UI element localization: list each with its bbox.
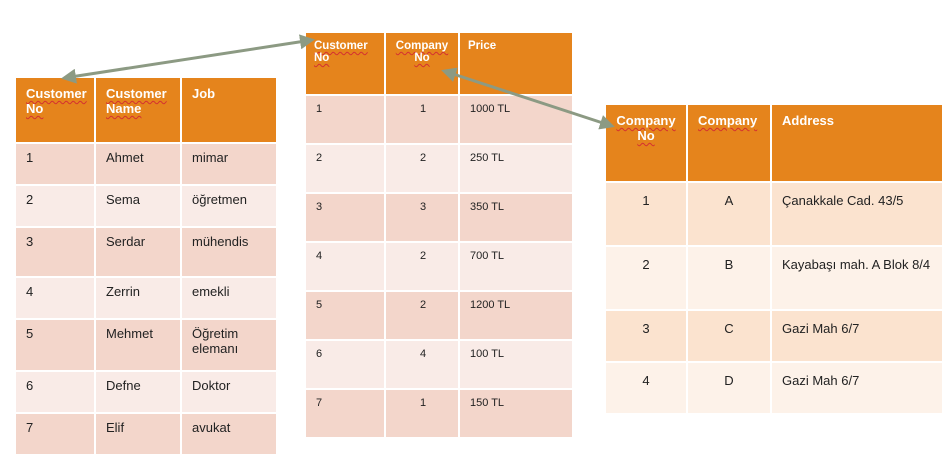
order-table: Customer No Company No Price 1 1 1000 TL…	[304, 31, 574, 439]
price-cell: 350 TL	[458, 192, 574, 243]
company-no-cell: 4	[604, 361, 688, 415]
address-cell: Çanakkale Cad. 43/5	[770, 181, 942, 247]
order-customer-no-cell: 6	[304, 339, 386, 390]
customer-no-cell: 3	[14, 226, 96, 278]
order-customer-no-header: Customer No	[304, 31, 386, 96]
order-customer-no-cell: 7	[304, 388, 386, 439]
table-row: 1 1 1000 TL	[304, 94, 574, 145]
customer-no-header: Customer No	[14, 76, 96, 144]
customer-name-cell: Elif	[94, 412, 182, 456]
company-header-row: Company No Company Address	[604, 103, 942, 183]
order-customer-no-cell: 3	[304, 192, 386, 243]
table-row: 4 D Gazi Mah 6/7	[604, 361, 942, 415]
customer-name-header: Customer Name	[94, 76, 182, 144]
company-table: Company No Company Address 1 A Çanakkale…	[604, 103, 942, 415]
order-company-no-cell: 1	[384, 388, 460, 439]
table-row: 3 Serdar mühendis	[14, 226, 278, 278]
customer-no-cell: 2	[14, 184, 96, 228]
job-cell: öğretmen	[180, 184, 278, 228]
company-cell: B	[686, 245, 772, 311]
job-cell: mimar	[180, 142, 278, 186]
job-cell: Doktor	[180, 370, 278, 414]
table-row: 7 1 150 TL	[304, 388, 574, 439]
address-cell: Gazi Mah 6/7	[770, 361, 942, 415]
customer-name-cell: Mehmet	[94, 318, 182, 372]
company-no-cell: 2	[604, 245, 688, 311]
order-header-row: Customer No Company No Price	[304, 31, 574, 96]
order-company-no-cell: 2	[384, 143, 460, 194]
table-row: 1 Ahmet mimar	[14, 142, 278, 186]
order-company-no-cell: 3	[384, 192, 460, 243]
order-company-no-cell: 1	[384, 94, 460, 145]
order-customer-no-cell: 4	[304, 241, 386, 292]
table-row: 2 B Kayabaşı mah. A Blok 8/4	[604, 245, 942, 311]
order-customer-no-cell: 1	[304, 94, 386, 145]
customer-name-cell: Zerrin	[94, 276, 182, 320]
address-cell: Gazi Mah 6/7	[770, 309, 942, 363]
company-no-cell: 1	[604, 181, 688, 247]
company-cell: A	[686, 181, 772, 247]
order-customer-no-cell: 2	[304, 143, 386, 194]
order-company-no-cell: 2	[384, 290, 460, 341]
address-header: Address	[770, 103, 942, 183]
customer-order-arrow	[61, 34, 315, 84]
customer-no-cell: 5	[14, 318, 96, 372]
price-cell: 100 TL	[458, 339, 574, 390]
customer-no-cell: 6	[14, 370, 96, 414]
table-row: 4 Zerrin emekli	[14, 276, 278, 320]
company-header: Company	[686, 103, 772, 183]
price-cell: 1200 TL	[458, 290, 574, 341]
table-row: 6 Defne Doktor	[14, 370, 278, 414]
price-cell: 250 TL	[458, 143, 574, 194]
company-no-cell: 3	[604, 309, 688, 363]
table-row: 4 2 700 TL	[304, 241, 574, 292]
table-row: 3 C Gazi Mah 6/7	[604, 309, 942, 363]
company-no-header: Company No	[604, 103, 688, 183]
customer-name-cell: Serdar	[94, 226, 182, 278]
table-row: 1 A Çanakkale Cad. 43/5	[604, 181, 942, 247]
order-customer-no-cell: 5	[304, 290, 386, 341]
table-row: 2 2 250 TL	[304, 143, 574, 194]
job-header: Job	[180, 76, 278, 144]
job-cell: avukat	[180, 412, 278, 456]
job-cell: Öğretim elemanı	[180, 318, 278, 372]
table-row: 3 3 350 TL	[304, 192, 574, 243]
order-company-no-cell: 2	[384, 241, 460, 292]
customer-header-row: Customer No Customer Name Job	[14, 76, 278, 144]
job-cell: emekli	[180, 276, 278, 320]
price-cell: 150 TL	[458, 388, 574, 439]
price-cell: 1000 TL	[458, 94, 574, 145]
customer-no-cell: 7	[14, 412, 96, 456]
customer-no-cell: 1	[14, 142, 96, 186]
table-row: 6 4 100 TL	[304, 339, 574, 390]
price-header: Price	[458, 31, 574, 96]
table-row: 5 Mehmet Öğretim elemanı	[14, 318, 278, 372]
customer-no-cell: 4	[14, 276, 96, 320]
order-company-no-cell: 4	[384, 339, 460, 390]
order-company-no-header: Company No	[384, 31, 460, 96]
price-cell: 700 TL	[458, 241, 574, 292]
company-cell: D	[686, 361, 772, 415]
customer-name-cell: Defne	[94, 370, 182, 414]
customer-name-cell: Sema	[94, 184, 182, 228]
customer-table: Customer No Customer Name Job 1 Ahmet mi…	[14, 76, 278, 456]
table-row: 5 2 1200 TL	[304, 290, 574, 341]
customer-name-cell: Ahmet	[94, 142, 182, 186]
job-cell: mühendis	[180, 226, 278, 278]
table-row: 7 Elif avukat	[14, 412, 278, 456]
company-cell: C	[686, 309, 772, 363]
address-cell: Kayabaşı mah. A Blok 8/4	[770, 245, 942, 311]
table-row: 2 Sema öğretmen	[14, 184, 278, 228]
